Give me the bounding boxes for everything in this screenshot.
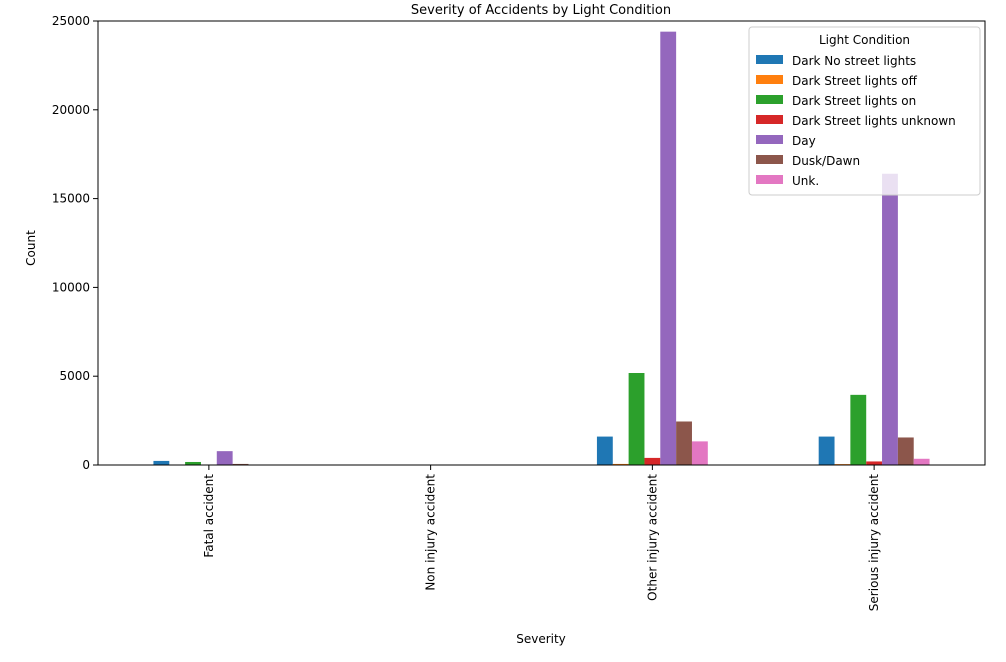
legend-item-label: Dark Street lights on (792, 94, 916, 108)
y-tick-label: 10000 (52, 280, 90, 294)
legend-item-label: Dark No street lights (792, 54, 916, 68)
x-tick-label: Non injury accident (424, 474, 438, 591)
bar-1-4 (819, 437, 835, 465)
y-axis-label: Count (24, 230, 38, 266)
legend-item-label: Dark Street lights off (792, 74, 918, 88)
bar-1-1 (153, 461, 169, 465)
legend-title: Light Condition (819, 33, 910, 47)
legend-item-label: Dusk/Dawn (792, 154, 860, 168)
legend-item-label: Dark Street lights unknown (792, 114, 956, 128)
legend: Light Condition Dark No street lights Dark… (749, 27, 980, 195)
x-tick-label: Serious injury accident (867, 474, 881, 611)
bar-6-3 (676, 421, 692, 465)
bar-3-4 (850, 395, 866, 465)
bar-7-3 (692, 441, 708, 465)
chart-title: Severity of Accidents by Light Condition (411, 3, 671, 18)
x-tick-label: Other injury accident (645, 474, 659, 601)
bar-3-3 (629, 373, 645, 465)
bar-5-4 (882, 174, 898, 465)
legend-swatch (756, 175, 783, 184)
y-tick-label: 15000 (52, 192, 90, 206)
y-tick-label: 20000 (52, 103, 90, 117)
legend-item-label: Day (792, 134, 816, 148)
legend-swatch (756, 75, 783, 84)
bar-5-1 (217, 451, 233, 465)
bar-6-4 (898, 437, 914, 465)
legend-swatch (756, 55, 783, 64)
bar-5-3 (660, 32, 676, 465)
bar-7-4 (914, 459, 930, 465)
bar-1-3 (597, 437, 613, 465)
bar-4-4 (866, 461, 882, 465)
bar-4-3 (644, 458, 660, 465)
legend-swatch (756, 95, 783, 104)
legend-swatch (756, 115, 783, 124)
legend-swatch (756, 155, 783, 164)
y-tick-label: 25000 (52, 14, 90, 28)
x-tick-label: Fatal accident (202, 474, 216, 558)
y-tick-label: 0 (82, 458, 90, 472)
x-axis-label: Severity (516, 632, 566, 646)
legend-swatch (756, 135, 783, 144)
legend-item-label: Unk. (792, 174, 819, 188)
legend-box (749, 27, 980, 195)
y-tick-label: 5000 (59, 369, 90, 383)
